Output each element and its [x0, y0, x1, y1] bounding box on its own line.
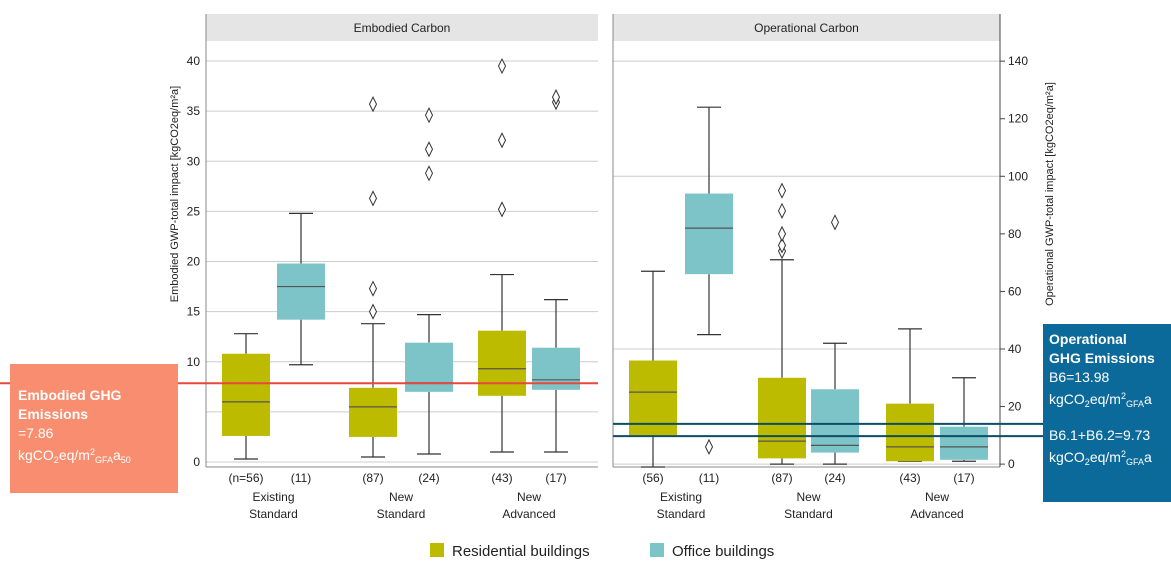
n-label-operational-office-cat1: (24)	[824, 471, 845, 485]
box-operational-residential-cat0	[629, 360, 677, 436]
operational-emissions-callout: Operational GHG Emissions B6=13.98 kgCO2…	[1043, 324, 1171, 502]
y-tick-label-operational: 60	[1008, 284, 1022, 298]
y-axis-label-operational: Operational GWP-total impact [kgCO2eq/m²…	[1044, 82, 1056, 306]
category-label-operational-2-line1: New	[925, 490, 949, 504]
y-tick-label-operational: 120	[1008, 112, 1028, 126]
y-tick-label-operational: 40	[1008, 342, 1022, 356]
outlier-embodied-residential-cat1	[368, 96, 378, 113]
outlier-operational-residential-cat1	[777, 225, 787, 242]
outlier-operational-residential-cat1	[777, 202, 787, 219]
n-label-embodied-office-cat0: (11)	[291, 471, 311, 485]
callout-op-b61: B6.1+B6.2=9.73	[1049, 427, 1151, 443]
panel-title-embodied: Embodied Carbon	[354, 21, 451, 35]
callout-op-unit-2: kgCO2eq/m2GFAa	[1049, 449, 1152, 467]
category-label-embodied-2-line2: Advanced	[502, 507, 555, 521]
legend-swatch-office	[650, 543, 664, 557]
callout-op-b6: B6=13.98	[1049, 369, 1110, 385]
box-embodied-residential-cat1	[349, 387, 397, 437]
outlier-embodied-office-cat2	[551, 89, 561, 106]
outlier-embodied-residential-cat2	[497, 201, 507, 218]
y-tick-label-operational: 80	[1008, 227, 1022, 241]
y-tick-label-operational: 20	[1008, 400, 1022, 414]
outlier-embodied-residential-cat2	[497, 57, 507, 75]
box-operational-residential-cat2	[886, 403, 934, 462]
panel-title-operational: Operational Carbon	[754, 21, 859, 35]
y-tick-label-operational: 100	[1008, 169, 1028, 183]
box-operational-office-cat1	[811, 389, 859, 453]
n-label-embodied-residential-cat1: (87)	[362, 471, 383, 485]
outlier-embodied-residential-cat2	[497, 132, 507, 149]
panel-strip-embodied	[206, 14, 598, 41]
legend-swatch-residential	[430, 543, 444, 557]
outlier-operational-office-cat0	[704, 438, 714, 455]
outlier-embodied-residential-cat1	[368, 190, 378, 207]
y-tick-label-operational: 0	[1008, 457, 1015, 471]
category-label-embodied-1-line2: Standard	[377, 507, 426, 521]
y-axis-label-embodied: Embodied GWP-total impact [kgCO2eq/m²a]	[169, 86, 181, 302]
callout-op-title-2: GHG Emissions	[1049, 350, 1155, 366]
category-label-embodied-2-line1: New	[517, 490, 541, 504]
y-tick-label-embodied: 25	[187, 204, 201, 218]
n-label-operational-office-cat2: (17)	[953, 471, 974, 485]
y-tick-label-embodied: 40	[187, 54, 201, 68]
legend-label-office: Office buildings	[672, 543, 774, 560]
n-label-embodied-office-cat1: (24)	[418, 471, 439, 485]
callout-op-title-1: Operational	[1049, 331, 1127, 347]
n-label-operational-residential-cat2: (43)	[899, 471, 920, 485]
y-tick-label-embodied: 20	[187, 255, 201, 269]
y-tick-label-embodied: 35	[187, 104, 201, 118]
y-tick-label-embodied: 30	[187, 154, 201, 168]
y-tick-label-operational: 140	[1008, 54, 1028, 68]
outlier-operational-office-cat1	[830, 214, 840, 231]
outlier-embodied-residential-cat1	[368, 303, 378, 320]
callout-emb-title-2: Emissions	[18, 406, 89, 422]
y-tick-label-embodied: 10	[187, 355, 201, 369]
embodied-emissions-callout: Embodied GHG Emissions =7.86 kgCO2eq/m2G…	[10, 364, 178, 493]
box-embodied-residential-cat2	[478, 330, 526, 396]
callout-emb-unit: kgCO2eq/m2GFAa50	[18, 447, 131, 465]
panel-strip-operational	[613, 14, 1000, 41]
y-tick-label-embodied: 0	[193, 455, 200, 469]
box-embodied-office-cat0	[277, 263, 325, 320]
callout-emb-title-1: Embodied GHG	[18, 387, 122, 403]
box-operational-residential-cat1	[758, 377, 806, 459]
y-tick-label-embodied: 15	[187, 305, 201, 319]
category-label-embodied-0-line1: Existing	[252, 490, 294, 504]
box-embodied-office-cat1	[405, 342, 453, 392]
n-label-embodied-residential-cat0: (n=56)	[228, 471, 263, 485]
category-label-embodied-1-line1: New	[389, 490, 413, 504]
category-label-operational-1-line2: Standard	[784, 507, 833, 521]
category-label-embodied-0-line2: Standard	[249, 507, 298, 521]
category-label-operational-0-line1: Existing	[660, 490, 702, 504]
callout-op-unit-1: kgCO2eq/m2GFAa	[1049, 391, 1152, 409]
category-label-operational-0-line2: Standard	[657, 507, 706, 521]
outlier-embodied-office-cat1	[424, 165, 434, 182]
category-label-operational-2-line2: Advanced	[910, 507, 963, 521]
n-label-operational-office-cat0: (11)	[699, 471, 719, 485]
category-label-operational-1-line1: New	[796, 490, 820, 504]
box-operational-office-cat0	[685, 193, 733, 275]
box-operational-office-cat2	[940, 426, 988, 460]
n-label-embodied-office-cat2: (17)	[545, 471, 566, 485]
outlier-embodied-office-cat1	[424, 141, 434, 158]
n-label-embodied-residential-cat2: (43)	[491, 471, 512, 485]
n-label-operational-residential-cat0: (56)	[642, 471, 663, 485]
outlier-operational-residential-cat1	[777, 237, 787, 254]
n-label-operational-residential-cat1: (87)	[771, 471, 792, 485]
outlier-embodied-residential-cat1	[368, 280, 378, 297]
outlier-embodied-office-cat1	[424, 107, 434, 124]
callout-emb-value: =7.86	[18, 425, 54, 441]
outlier-operational-residential-cat1	[777, 182, 787, 199]
box-embodied-residential-cat0	[222, 353, 270, 436]
legend-label-residential: Residential buildings	[452, 543, 590, 560]
